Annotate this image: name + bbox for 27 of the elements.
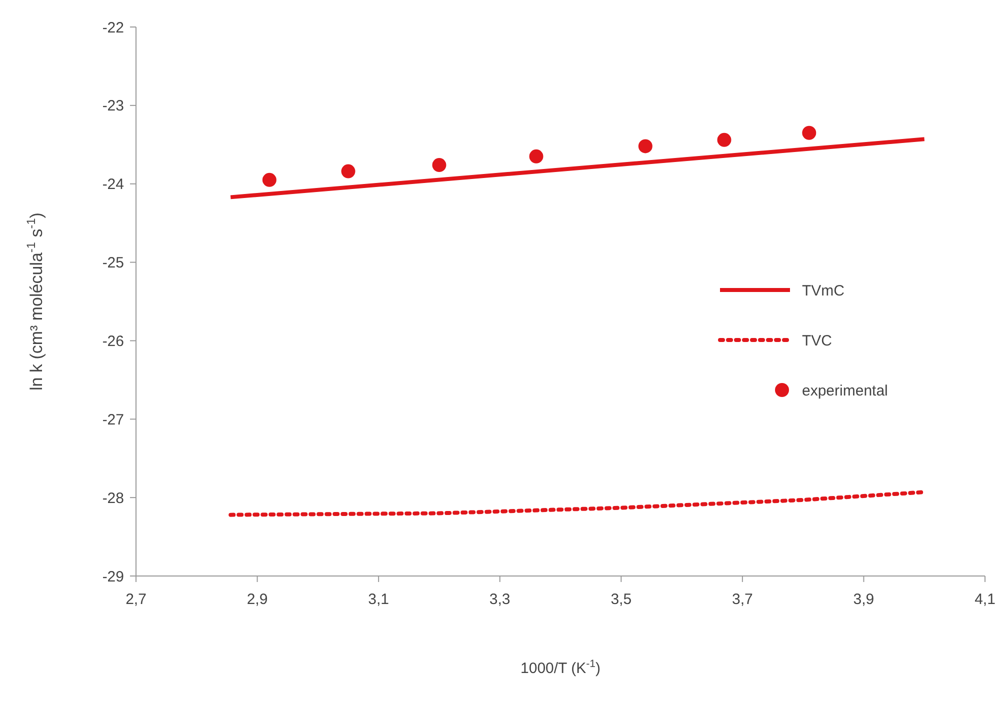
x-tick-label: 3,9 xyxy=(853,591,874,608)
point xyxy=(262,172,276,187)
point xyxy=(341,164,356,178)
y-tick-label: -27 xyxy=(102,411,124,428)
point xyxy=(529,149,544,164)
legend-label: TVC xyxy=(802,332,832,350)
y-tick-label: -28 xyxy=(102,490,124,507)
point xyxy=(432,158,446,172)
x-tick-label: 2,9 xyxy=(246,591,268,608)
y-tick-label: -29 xyxy=(102,568,124,586)
point xyxy=(802,126,816,140)
y-tick-label: -24 xyxy=(102,176,124,194)
x-tick-label: 3,3 xyxy=(489,591,510,608)
x-tick-label: 4,1 xyxy=(974,591,996,608)
x-tick-label: 3,1 xyxy=(368,591,389,608)
y-tick-label: -23 xyxy=(102,98,124,115)
y-tick-label: -25 xyxy=(102,254,124,272)
point xyxy=(717,132,732,147)
y-tick-label: -26 xyxy=(102,332,124,350)
x-tick-label: 2,7 xyxy=(126,591,146,608)
legend-label: experimental xyxy=(802,382,888,400)
y-tick-label: -22 xyxy=(102,19,124,36)
point xyxy=(638,139,652,154)
x-tick-label: 3,5 xyxy=(610,591,632,608)
x-axis-title: 1000/T (K$^{-1}$) xyxy=(520,658,600,677)
x-tick-label: 3,7 xyxy=(732,591,753,608)
legend-label: TVmC xyxy=(802,282,845,300)
